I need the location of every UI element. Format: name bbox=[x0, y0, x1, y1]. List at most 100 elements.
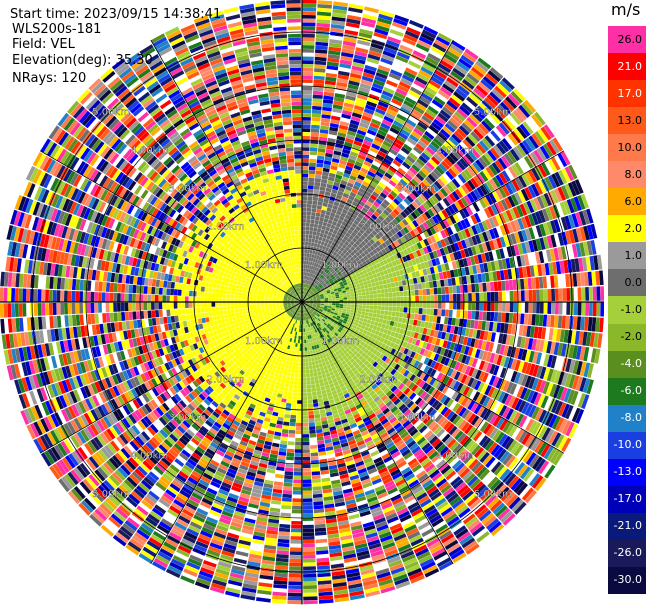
velocity-bin bbox=[490, 332, 496, 342]
velocity-bin bbox=[321, 118, 331, 123]
velocity-bin bbox=[475, 369, 482, 380]
velocity-bin bbox=[506, 151, 517, 164]
velocity-bin bbox=[364, 315, 369, 320]
velocity-bin bbox=[548, 328, 554, 341]
velocity-bin bbox=[419, 181, 428, 191]
velocity-bin bbox=[393, 321, 398, 327]
velocity-bin bbox=[308, 411, 314, 415]
velocity-bin bbox=[302, 185, 308, 189]
velocity-bin bbox=[313, 298, 317, 301]
velocity-bin bbox=[346, 182, 354, 188]
velocity-bin bbox=[575, 243, 582, 258]
velocity-bin bbox=[324, 259, 329, 264]
velocity-bin bbox=[330, 165, 338, 171]
velocity-bin bbox=[314, 417, 321, 423]
velocity-bin bbox=[309, 369, 314, 374]
velocity-bin bbox=[458, 186, 467, 197]
velocity-bin bbox=[302, 162, 309, 167]
velocity-bin bbox=[311, 471, 321, 476]
velocity-bin bbox=[309, 299, 313, 301]
velocity-bin bbox=[508, 166, 518, 179]
velocity-bin bbox=[306, 288, 308, 292]
velocity-bin bbox=[302, 158, 309, 163]
velocity-bin bbox=[332, 303, 336, 306]
velocity-bin bbox=[288, 429, 296, 434]
velocity-bin bbox=[314, 60, 327, 66]
velocity-bin bbox=[304, 291, 306, 295]
velocity-bin bbox=[503, 345, 509, 356]
velocity-bin bbox=[306, 204, 312, 208]
velocity-bin bbox=[436, 150, 446, 160]
velocity-bin bbox=[577, 302, 582, 316]
velocity-bin bbox=[316, 287, 321, 291]
velocity-bin bbox=[289, 418, 296, 423]
velocity-bin bbox=[315, 293, 320, 296]
velocity-bin bbox=[386, 320, 391, 326]
velocity-bin bbox=[331, 233, 336, 238]
velocity-bin bbox=[380, 310, 385, 315]
velocity-bin bbox=[306, 346, 310, 351]
velocity-bin bbox=[438, 211, 446, 221]
velocity-bin bbox=[585, 332, 592, 347]
velocity-bin bbox=[325, 210, 331, 216]
velocity-bin bbox=[485, 219, 493, 230]
velocity-bin bbox=[355, 133, 365, 140]
velocity-bin bbox=[516, 144, 527, 157]
velocity-bin bbox=[330, 24, 345, 30]
velocity-bin bbox=[392, 254, 399, 261]
velocity-bin bbox=[303, 275, 305, 280]
velocity-bin bbox=[354, 181, 362, 188]
velocity-bin bbox=[474, 283, 480, 293]
velocity-bin bbox=[340, 156, 349, 162]
velocity-bin bbox=[358, 298, 363, 302]
velocity-bin bbox=[360, 252, 366, 258]
velocity-bin bbox=[308, 358, 312, 362]
velocity-bin bbox=[432, 250, 439, 259]
velocity-bin bbox=[377, 167, 386, 175]
velocity-bin bbox=[542, 208, 550, 222]
velocity-bin bbox=[425, 342, 432, 351]
velocity-bin bbox=[400, 77, 413, 86]
velocity-bin bbox=[302, 362, 306, 367]
velocity-bin bbox=[367, 226, 374, 233]
velocity-bin bbox=[345, 278, 351, 282]
velocity-bin bbox=[309, 372, 314, 377]
velocity-bin bbox=[310, 242, 315, 247]
velocity-bin bbox=[427, 52, 441, 63]
velocity-bin bbox=[284, 414, 291, 419]
velocity-bin bbox=[316, 306, 320, 309]
velocity-bin bbox=[325, 76, 337, 82]
velocity-bin bbox=[554, 370, 562, 384]
velocity-bin bbox=[361, 17, 377, 25]
velocity-bin bbox=[316, 436, 324, 441]
velocity-bin bbox=[326, 265, 331, 270]
velocity-bin bbox=[330, 212, 336, 218]
velocity-bin bbox=[450, 165, 460, 176]
velocity-bin bbox=[314, 291, 318, 294]
velocity-bin bbox=[316, 557, 330, 563]
velocity-bin bbox=[316, 231, 321, 237]
velocity-bin bbox=[341, 196, 348, 202]
velocity-bin bbox=[310, 452, 319, 457]
velocity-bin bbox=[570, 390, 579, 406]
velocity-bin bbox=[470, 274, 475, 284]
velocity-bin bbox=[439, 175, 449, 185]
velocity-bin bbox=[291, 365, 296, 370]
velocity-bin bbox=[399, 286, 404, 292]
velocity-bin bbox=[467, 310, 472, 320]
velocity-bin bbox=[484, 152, 494, 164]
velocity-bin bbox=[472, 161, 482, 173]
velocity-bin bbox=[470, 177, 479, 188]
velocity-bin bbox=[334, 310, 339, 314]
velocity-bin bbox=[483, 331, 489, 341]
velocity-bin bbox=[293, 381, 298, 385]
velocity-bin bbox=[384, 263, 390, 270]
velocity-bin bbox=[470, 66, 485, 78]
velocity-bin bbox=[419, 348, 426, 356]
velocity-bin bbox=[462, 336, 469, 346]
velocity-bin bbox=[379, 192, 388, 199]
velocity-bin bbox=[324, 191, 331, 196]
velocity-bin bbox=[578, 331, 584, 346]
velocity-bins bbox=[0, 0, 604, 605]
velocity-bin bbox=[326, 291, 331, 294]
